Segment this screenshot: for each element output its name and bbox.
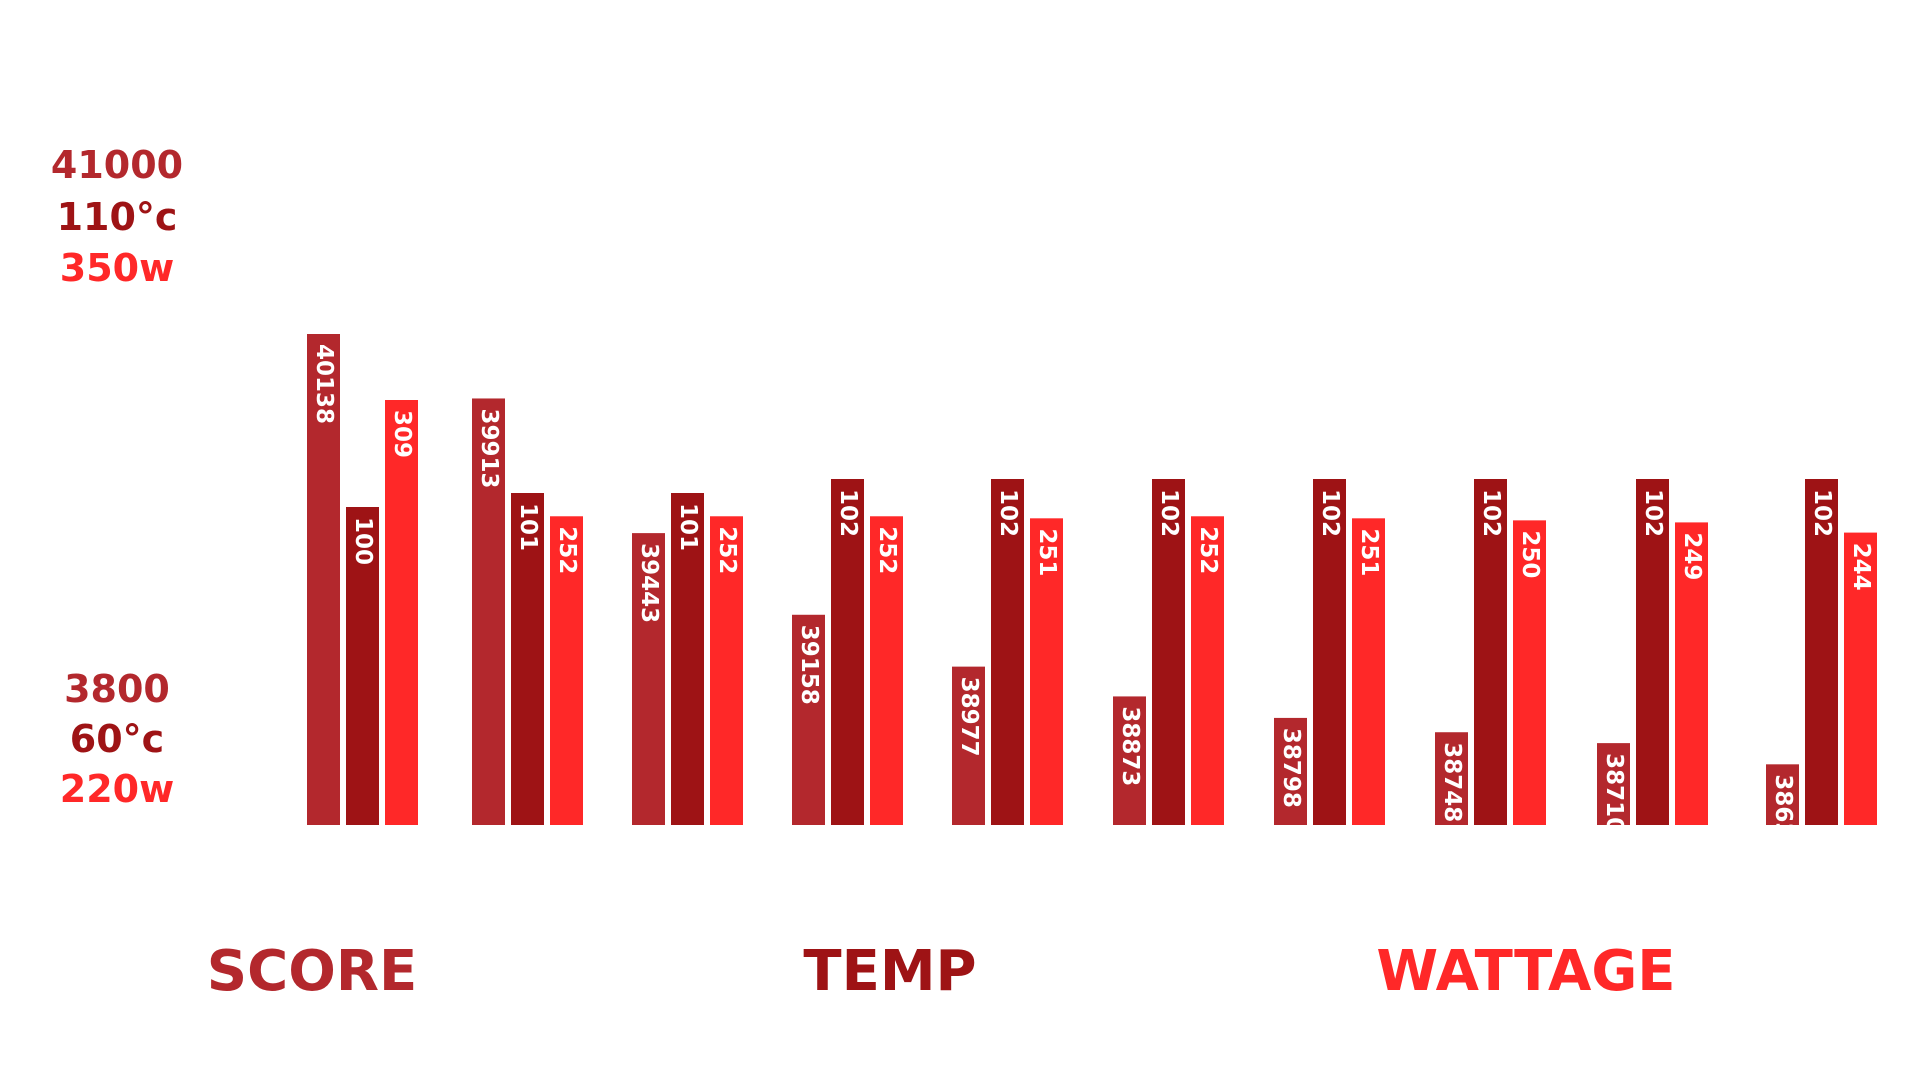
- bar-value-label: 251: [1034, 528, 1060, 576]
- axis-top-label: 110°c: [57, 195, 178, 239]
- bar-value-label: 251: [1356, 528, 1382, 576]
- axis-top-label: 350w: [60, 246, 174, 290]
- bar-value-label: 252: [714, 526, 740, 574]
- bar-value-label: 252: [1195, 526, 1221, 574]
- bar-score: [792, 614, 825, 825]
- bar-score: [952, 666, 985, 825]
- bar-value-label: 38636: [1770, 774, 1796, 854]
- bar-value-label: 38748: [1439, 742, 1465, 822]
- bar-value-label: 38798: [1278, 728, 1304, 808]
- bar-temp: [511, 493, 544, 825]
- bar-value-label: 102: [1478, 489, 1504, 537]
- bar-temp: [1313, 479, 1346, 825]
- bar-temp: [991, 479, 1024, 825]
- bar-wattage: [1844, 532, 1877, 825]
- bar-value-label: 249: [1679, 532, 1705, 580]
- bar-value-label: 244: [1848, 543, 1874, 591]
- bar-value-label: 39913: [476, 408, 502, 488]
- bar-value-label: 250: [1517, 530, 1543, 578]
- bar-score: [1766, 764, 1799, 825]
- bar-temp: [671, 493, 704, 825]
- axis-bottom-label: 220w: [60, 767, 174, 811]
- axis-top-label: 41000: [51, 143, 183, 187]
- bar-wattage: [710, 516, 743, 825]
- bar-score: [472, 398, 505, 825]
- bar-temp: [1474, 479, 1507, 825]
- bar-score: [1597, 743, 1630, 825]
- bar-temp: [831, 479, 864, 825]
- bar-value-label: 102: [1640, 489, 1666, 537]
- bar-value-label: 101: [675, 503, 701, 551]
- bar-wattage: [1030, 518, 1063, 825]
- bar-value-label: 102: [995, 489, 1021, 537]
- bar-value-label: 102: [1156, 489, 1182, 537]
- bar-temp: [1636, 479, 1669, 825]
- bar-value-label: 38977: [956, 677, 982, 757]
- legend-label: SCORE: [207, 939, 417, 1004]
- bar-wattage: [1513, 520, 1546, 825]
- bar-wattage: [550, 516, 583, 825]
- axis-bottom-label: 60°c: [70, 717, 164, 761]
- bar-value-label: 102: [835, 489, 861, 537]
- bar-score: [307, 334, 340, 825]
- bar-wattage: [1352, 518, 1385, 825]
- bar-temp: [1805, 479, 1838, 825]
- axis-bottom-label: 3800: [64, 667, 170, 711]
- bar-temp: [346, 507, 379, 825]
- bar-value-label: 309: [389, 410, 415, 458]
- bar-score: [1435, 732, 1468, 825]
- legend-label: WATTAGE: [1376, 939, 1675, 1004]
- bar-value-label: 40138: [311, 344, 337, 424]
- bar-value-label: 39158: [796, 625, 822, 705]
- bar-score: [632, 533, 665, 825]
- bar-value-label: 102: [1317, 489, 1343, 537]
- bar-value-label: 252: [874, 526, 900, 574]
- bar-wattage: [870, 516, 903, 825]
- bar-value-label: 100: [350, 517, 376, 565]
- bar-value-label: 39443: [636, 543, 662, 623]
- bar-temp: [1152, 479, 1185, 825]
- bar-wattage: [1191, 516, 1224, 825]
- bar-wattage: [1675, 522, 1708, 825]
- bar-value-label: 38873: [1117, 706, 1143, 786]
- legend-label: TEMP: [803, 939, 976, 1004]
- bar-wattage: [385, 400, 418, 825]
- bar-value-label: 102: [1809, 489, 1835, 537]
- bar-value-label: 38710: [1601, 753, 1627, 833]
- bar-value-label: 252: [554, 526, 580, 574]
- bar-score: [1274, 717, 1307, 825]
- bar-value-label: 101: [515, 503, 541, 551]
- bar-score: [1113, 696, 1146, 825]
